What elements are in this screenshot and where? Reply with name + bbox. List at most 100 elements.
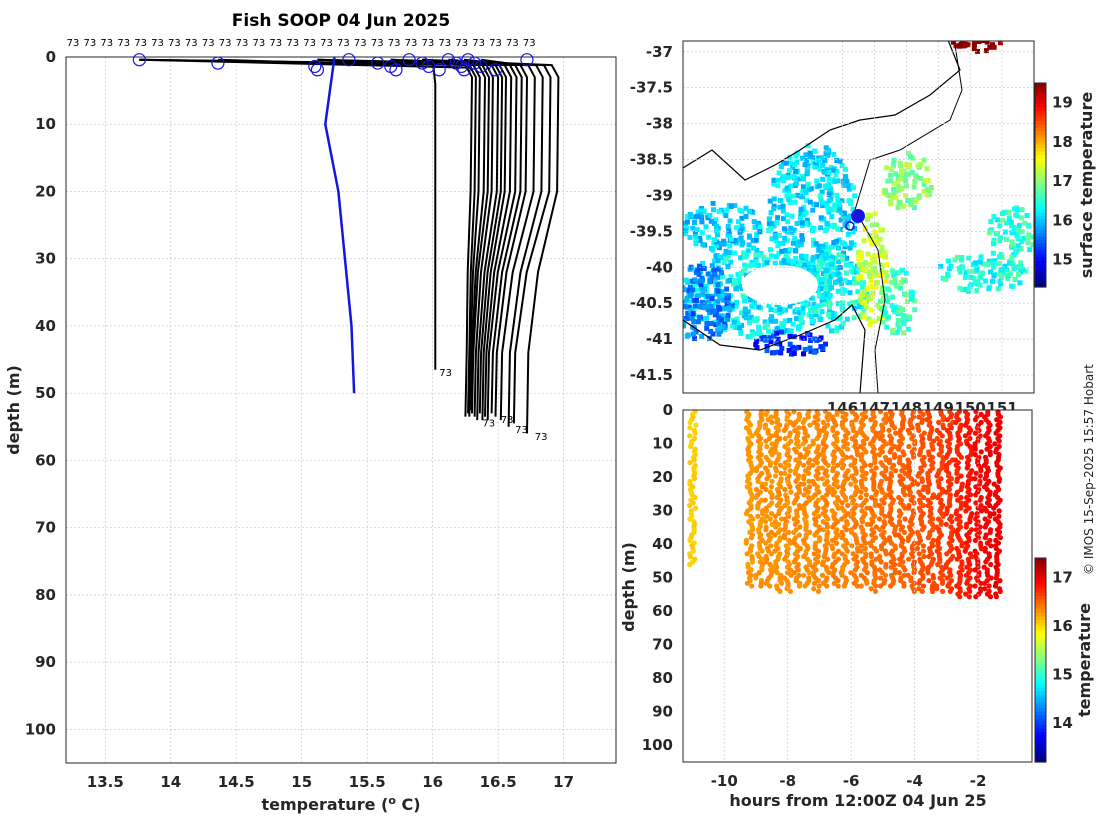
data-point bbox=[883, 564, 889, 570]
data-point bbox=[853, 470, 859, 476]
sst-pixel bbox=[837, 301, 843, 307]
data-point bbox=[806, 484, 813, 490]
sst-pixel bbox=[788, 328, 794, 334]
sst-pixel bbox=[691, 220, 697, 225]
data-point bbox=[839, 535, 845, 541]
data-point bbox=[901, 583, 907, 589]
data-point bbox=[917, 452, 923, 458]
sst-pixel bbox=[945, 258, 951, 264]
sst-pixel bbox=[813, 241, 819, 247]
colorbar-segment bbox=[1035, 663, 1046, 668]
sst-pixel bbox=[690, 225, 696, 231]
surface-marker bbox=[371, 56, 385, 70]
sst-pixel bbox=[724, 286, 730, 292]
data-point bbox=[954, 470, 960, 476]
sst-pixel bbox=[785, 219, 791, 225]
sst-pixel bbox=[970, 268, 976, 274]
sst-pixel bbox=[869, 222, 875, 228]
data-point bbox=[825, 462, 831, 468]
sst-pixel bbox=[700, 242, 706, 248]
sst-pixel bbox=[901, 330, 906, 336]
data-point bbox=[859, 468, 865, 474]
sst-pixel bbox=[891, 157, 897, 163]
data-point bbox=[944, 551, 950, 557]
colorbar-segment bbox=[1035, 629, 1046, 634]
data-point bbox=[984, 540, 991, 546]
sst-pixel bbox=[709, 263, 715, 269]
sst-pixel bbox=[771, 181, 777, 187]
x-tick-label: -4 bbox=[906, 772, 923, 790]
data-point bbox=[797, 505, 803, 511]
sst-pixel bbox=[860, 284, 866, 290]
data-point bbox=[692, 494, 698, 501]
data-point bbox=[831, 553, 837, 560]
data-point bbox=[876, 452, 883, 458]
colorbar-segment bbox=[1035, 758, 1046, 763]
sst-pixel bbox=[829, 262, 835, 268]
sst-pixel bbox=[883, 278, 889, 284]
sst-pixel bbox=[779, 320, 785, 326]
data-point bbox=[916, 551, 922, 557]
data-point bbox=[766, 435, 773, 442]
sst-pixel bbox=[700, 260, 706, 266]
colorbar-segment bbox=[1035, 571, 1046, 576]
x-tick-label: -8 bbox=[779, 772, 796, 790]
sst-pixel bbox=[788, 183, 794, 189]
sst-pixel bbox=[908, 154, 914, 160]
sst-pixel bbox=[841, 242, 847, 247]
colorbar-tick-label: 15 bbox=[1052, 666, 1073, 684]
data-point bbox=[830, 468, 836, 474]
colorbar-segment bbox=[1035, 751, 1046, 756]
sst-pixel bbox=[784, 185, 790, 191]
sst-pixel bbox=[798, 241, 804, 247]
colorbar-segment bbox=[1035, 595, 1046, 600]
sst-pixel bbox=[974, 288, 980, 294]
sst-pixel bbox=[816, 314, 822, 320]
sst-pixel bbox=[811, 272, 817, 278]
sst-pixel bbox=[766, 216, 772, 222]
sst-pixel bbox=[845, 231, 851, 237]
data-point bbox=[972, 446, 978, 452]
sst-pixel bbox=[875, 241, 881, 247]
sst-pixel bbox=[802, 162, 808, 168]
data-point bbox=[962, 548, 968, 554]
sst-pixel bbox=[795, 242, 801, 248]
sst-pixel bbox=[880, 319, 886, 325]
sst-pixel bbox=[843, 179, 849, 185]
sst-pixel bbox=[758, 252, 764, 258]
data-point bbox=[916, 427, 922, 433]
data-point bbox=[850, 427, 856, 433]
sst-pixel bbox=[980, 25, 985, 30]
colorbar-segment bbox=[1035, 639, 1046, 644]
sst-pixel bbox=[851, 315, 857, 321]
sst-pixel bbox=[1025, 235, 1030, 241]
surface-marker bbox=[402, 53, 416, 67]
data-point bbox=[909, 425, 915, 431]
surface-marker bbox=[432, 63, 446, 77]
sst-pixel bbox=[840, 213, 846, 219]
sst-pixel bbox=[962, 43, 968, 49]
sst-pixel bbox=[742, 254, 748, 260]
sst-pixel bbox=[1018, 246, 1024, 252]
sst-pixel bbox=[715, 232, 720, 238]
sst-pixel bbox=[700, 292, 706, 297]
sst-pixel bbox=[868, 307, 874, 313]
colorbar-segment bbox=[1035, 110, 1046, 115]
sst-pixel bbox=[833, 279, 838, 285]
sst-pixel bbox=[767, 198, 773, 204]
sst-pixel bbox=[884, 299, 890, 305]
sst-pixel bbox=[890, 327, 896, 333]
sst-pixel bbox=[955, 254, 960, 260]
sst-pixel bbox=[795, 263, 801, 269]
cast-id-label: 73 bbox=[354, 38, 367, 49]
x-axis-label: temperature (o C) bbox=[261, 794, 420, 814]
data-point bbox=[773, 524, 779, 530]
data-point bbox=[687, 425, 693, 431]
data-point bbox=[882, 513, 888, 519]
sst-pixel bbox=[792, 236, 798, 242]
sst-pixel bbox=[814, 202, 820, 208]
data-point bbox=[896, 570, 903, 576]
sst-pixel bbox=[847, 301, 853, 307]
sst-pixel bbox=[709, 296, 715, 301]
data-point bbox=[862, 540, 869, 546]
